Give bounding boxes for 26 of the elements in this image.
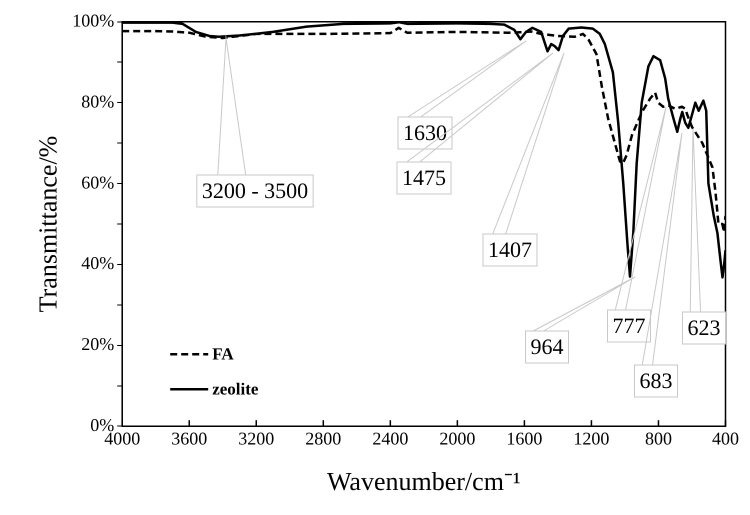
x-tick-label: 400 xyxy=(712,428,739,449)
legend-label: FA xyxy=(212,344,234,364)
annotation: 1475 xyxy=(402,164,446,190)
annotation: 964 xyxy=(530,334,564,359)
y-tick-label: 60% xyxy=(81,172,114,192)
y-tick-label: 20% xyxy=(81,334,114,354)
annotation: 683 xyxy=(640,368,672,393)
x-tick-label: 2400 xyxy=(372,428,408,449)
annotation: 777 xyxy=(612,312,646,338)
y-axis-title: Transmittance/% xyxy=(33,136,62,312)
legend-label: zeolite xyxy=(212,380,259,399)
x-tick-label: 2000 xyxy=(439,428,476,449)
x-axis-title: Wavenumber/cm⁻¹ xyxy=(326,467,521,496)
x-tick-label: 1600 xyxy=(506,428,542,449)
y-tick-label: 100% xyxy=(72,10,114,31)
x-tick-label: 2800 xyxy=(305,428,342,449)
x-tick-label: 3200 xyxy=(238,428,274,449)
annotation: 3200 - 3500 xyxy=(202,178,308,203)
y-tick-label: 40% xyxy=(81,253,114,274)
y-tick-label: 80% xyxy=(81,91,114,112)
annotation: 623 xyxy=(688,314,720,340)
x-tick-label: 1200 xyxy=(573,428,610,449)
x-tick-label: 3600 xyxy=(171,428,208,449)
annotation: 1630 xyxy=(403,120,447,145)
x-tick-label: 800 xyxy=(644,428,672,449)
annotation: 1407 xyxy=(488,236,532,262)
